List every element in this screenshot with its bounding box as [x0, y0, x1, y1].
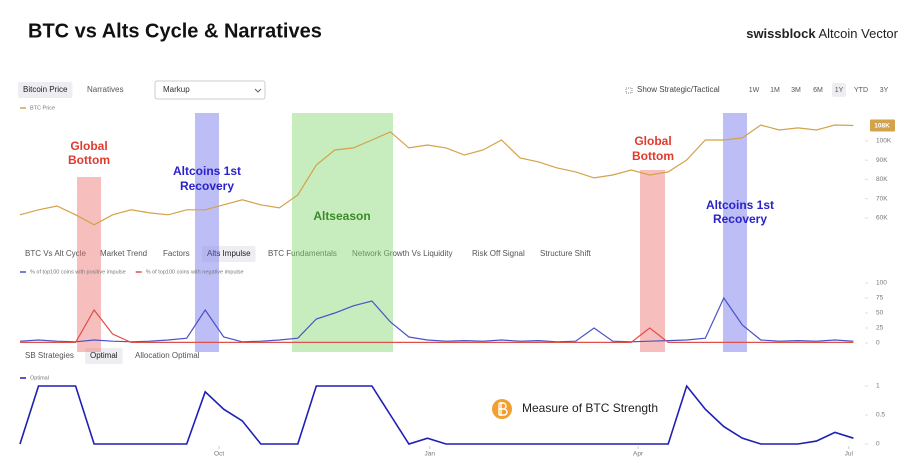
x-tick-label: Jan — [425, 451, 436, 458]
annotation-text: Altcoins 1st — [173, 164, 241, 178]
y-tick-label: 70K — [876, 195, 888, 202]
panel-tab[interactable]: Risk Off Signal — [472, 249, 525, 258]
annotation-text: Altcoins 1st — [706, 198, 774, 212]
y-tick-label: 0 — [876, 441, 880, 448]
y-tick-label: 80K — [876, 176, 888, 183]
annotation-text: Global — [70, 139, 107, 153]
select-caret — [254, 88, 262, 93]
panel-tab[interactable]: Factors — [163, 249, 190, 258]
range-active[interactable] — [832, 83, 846, 97]
toolbar-tab[interactable]: Narratives — [87, 85, 123, 94]
annotation-text: Recovery — [180, 179, 234, 193]
strategy-tab[interactable]: Optimal — [90, 351, 118, 360]
series-line — [19, 296, 854, 343]
x-tick-label: Oct — [214, 451, 224, 458]
highlight-box — [292, 113, 393, 352]
highlight-box — [195, 113, 219, 352]
annotation-text: Bottom — [68, 153, 110, 167]
toggle-label[interactable]: Show Strategic/Tactical — [637, 85, 720, 94]
page-title: BTC vs Alts Cycle & Narratives — [28, 20, 322, 42]
panel-tab[interactable]: Alts Impulse — [207, 249, 251, 258]
annotation-text: Altseason — [313, 209, 370, 223]
strategy-tab[interactable]: SB Strategies — [25, 351, 74, 360]
range-button[interactable]: 1W — [749, 87, 760, 94]
bitcoin-glyph — [498, 402, 508, 416]
panel-tab[interactable]: Network Growth Vs Liquidity — [352, 249, 452, 258]
footnote: Measure of BTC Strength — [522, 401, 658, 415]
legend-label: Optimal — [30, 375, 49, 381]
y-tick-label: 0.5 — [876, 412, 885, 419]
series-line — [20, 308, 854, 343]
legend-label: % of top100 coins with positive impulse — [30, 269, 126, 275]
panel-tab[interactable]: BTC Vs Alt Cycle — [25, 249, 86, 258]
range-button[interactable]: 3M — [791, 87, 801, 94]
panel-tab[interactable]: Market Trend — [100, 249, 147, 258]
annotation-text: Global — [634, 134, 671, 148]
highlight-box — [77, 177, 101, 352]
brand: swissblock Altcoin Vector — [746, 26, 898, 41]
y-tick-label: 60K — [876, 215, 888, 222]
strategy-tab-active[interactable] — [85, 348, 123, 364]
toolbar-tab-active[interactable] — [18, 82, 73, 98]
current-value-box — [870, 119, 895, 132]
brand-sub: Altcoin Vector — [819, 26, 899, 41]
range-button[interactable]: 6M — [813, 87, 823, 94]
y-tick-label: 90K — [876, 157, 888, 164]
select-value[interactable]: Markup — [163, 85, 190, 94]
range-button[interactable]: 1M — [770, 87, 780, 94]
x-tick-label: Apr — [633, 451, 644, 458]
y-tick-label: 100K — [876, 138, 892, 145]
annotation-text: Bottom — [632, 149, 674, 163]
y-tick-label: 25 — [876, 325, 884, 332]
legend-label: % of top100 coins with negative impulse — [146, 269, 244, 275]
x-tick-label: Jul — [845, 451, 854, 458]
highlight-box — [640, 170, 665, 352]
select-box[interactable] — [154, 80, 266, 100]
brand-name: swissblock — [746, 26, 816, 41]
series-line — [19, 384, 854, 445]
series-line — [19, 124, 854, 226]
panel-tab[interactable]: Structure Shift — [540, 249, 591, 258]
highlight-box — [723, 113, 747, 352]
y-tick-label: 75 — [876, 295, 884, 302]
panel-tab[interactable]: BTC Fundamentals — [268, 249, 337, 258]
legend-label: BTC Price — [30, 105, 55, 111]
panel-tab-active[interactable] — [202, 246, 256, 262]
range-button[interactable]: 3Y — [880, 87, 889, 94]
strategy-tab[interactable]: Allocation Optimal — [135, 351, 200, 360]
y-tick-label: 0 — [876, 340, 880, 347]
annotation-text: Recovery — [713, 212, 767, 226]
toggle-icon[interactable] — [625, 87, 633, 94]
y-tick-label: 100 — [876, 280, 887, 287]
y-tick-label: 50 — [876, 310, 884, 317]
range-button[interactable]: 1Y — [835, 87, 844, 94]
range-button[interactable]: YTD — [854, 87, 868, 94]
y-tick-label: 1 — [876, 383, 880, 390]
toolbar-tab[interactable]: Bitcoin Price — [23, 85, 68, 94]
current-value-label: 108K — [874, 122, 890, 129]
